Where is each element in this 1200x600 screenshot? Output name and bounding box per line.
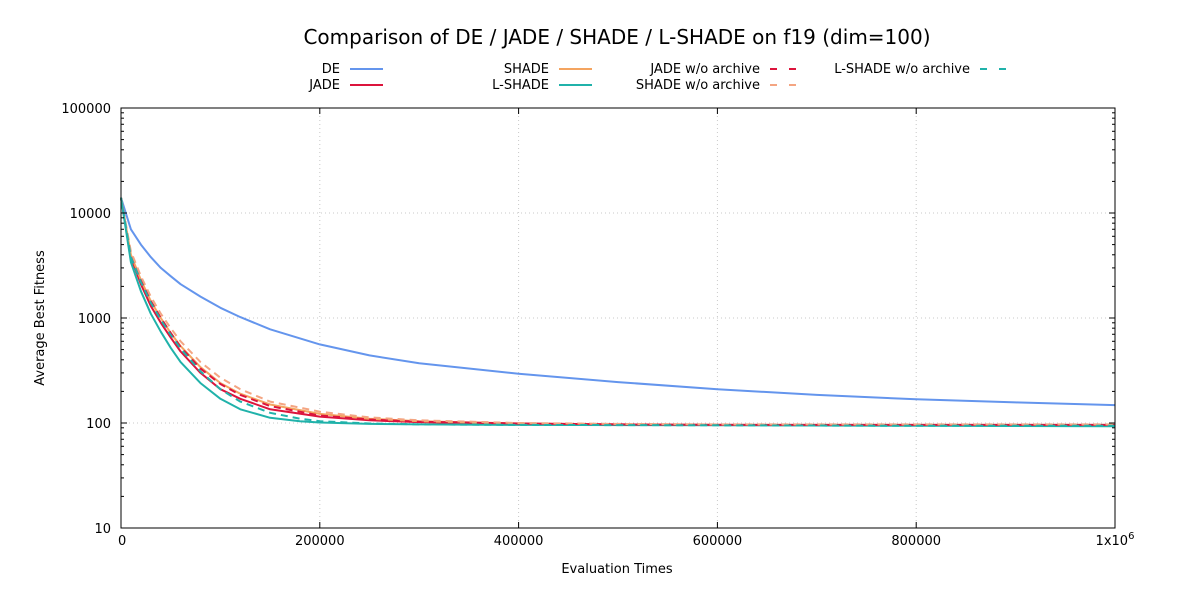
series-line-jade (120, 197, 1115, 427)
series-line-l-shade-w-o-archive (120, 197, 1115, 427)
y-tick-label: 10000 (70, 207, 111, 222)
legend-label-jade: JADE (308, 78, 340, 93)
legend-label-l-shade-w-o-archive: L-SHADE w/o archive (834, 62, 970, 77)
y-tick-label: 100 (86, 417, 111, 432)
x-axis-label: Evaluation Times (561, 562, 673, 577)
y-tick-label: 100000 (61, 102, 111, 117)
legend-label-l-shade: L-SHADE (492, 78, 549, 93)
y-tick-label: 1000 (78, 312, 111, 327)
grid-lines (121, 108, 1115, 528)
series-line-de (120, 197, 1116, 407)
x-tick-label: 200000 (295, 534, 345, 549)
chart-title: Comparison of DE / JADE / SHADE / L-SHAD… (303, 25, 930, 49)
x-tick-label-exponent: 6 (1128, 531, 1134, 542)
x-tick-label: 0 (118, 534, 126, 549)
x-tick-label: 400000 (494, 534, 544, 549)
y-axis-label: Average Best Fitness (33, 250, 48, 386)
y-tick-label: 10 (94, 522, 111, 537)
series-line-l-shade (120, 197, 1116, 428)
series-group (120, 197, 1116, 428)
axis-ticks: 0 200000 400000 600000 800000 1x106 10 100 1000 1… (61, 102, 1134, 549)
x-tick-label: 1x106 (1096, 531, 1135, 549)
legend-label-shade-w-o-archive: SHADE w/o archive (636, 78, 760, 93)
x-tick-label: 800000 (891, 534, 941, 549)
legend-label-de: DE (322, 62, 340, 77)
series-line-jade-w-o-archive (120, 197, 1115, 426)
series-line-shade (120, 197, 1115, 426)
legend-label-shade: SHADE (504, 62, 549, 77)
series-line-shade-w-o-archive (120, 197, 1115, 426)
legend-label-jade-w-o-archive: JADE w/o archive (649, 62, 760, 77)
x-tick-label: 600000 (693, 534, 743, 549)
